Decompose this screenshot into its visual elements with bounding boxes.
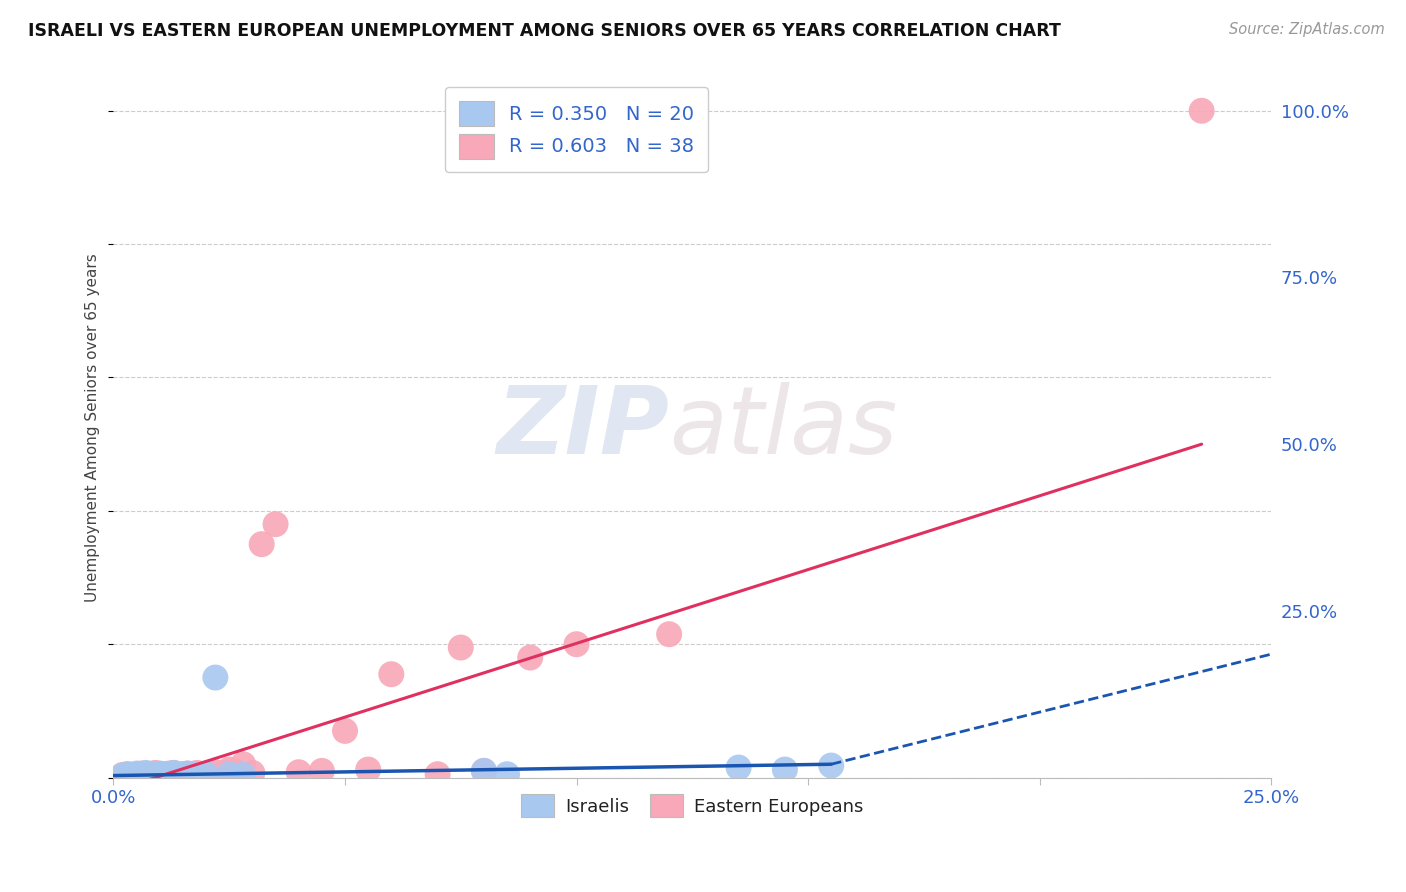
- Point: [658, 627, 681, 641]
- Point: [167, 768, 190, 782]
- Point: [820, 758, 842, 772]
- Point: [143, 768, 166, 782]
- Point: [135, 765, 157, 780]
- Text: ISRAELI VS EASTERN EUROPEAN UNEMPLOYMENT AMONG SENIORS OVER 65 YEARS CORRELATION: ISRAELI VS EASTERN EUROPEAN UNEMPLOYMENT…: [28, 22, 1062, 40]
- Text: ZIP: ZIP: [496, 382, 669, 474]
- Text: Source: ZipAtlas.com: Source: ZipAtlas.com: [1229, 22, 1385, 37]
- Point: [426, 767, 449, 781]
- Text: atlas: atlas: [669, 382, 897, 473]
- Point: [181, 768, 204, 782]
- Point: [143, 765, 166, 780]
- Point: [190, 768, 212, 782]
- Point: [264, 517, 287, 532]
- Point: [195, 766, 218, 780]
- Point: [472, 764, 495, 778]
- Point: [139, 768, 162, 782]
- Point: [135, 767, 157, 781]
- Y-axis label: Unemployment Among Seniors over 65 years: Unemployment Among Seniors over 65 years: [86, 253, 100, 602]
- Point: [204, 671, 226, 685]
- Point: [125, 768, 148, 782]
- Point: [129, 766, 152, 780]
- Point: [357, 763, 380, 777]
- Point: [111, 768, 134, 782]
- Point: [242, 765, 264, 780]
- Point: [157, 768, 180, 782]
- Point: [117, 767, 139, 781]
- Point: [204, 765, 226, 780]
- Point: [250, 537, 273, 551]
- Point: [153, 767, 176, 781]
- Point: [176, 766, 198, 780]
- Point: [311, 764, 333, 778]
- Point: [214, 765, 236, 780]
- Point: [380, 667, 402, 681]
- Point: [111, 768, 134, 782]
- Point: [472, 764, 495, 778]
- Point: [167, 768, 190, 782]
- Point: [1191, 103, 1213, 118]
- Point: [181, 768, 204, 782]
- Point: [232, 757, 254, 772]
- Point: [176, 766, 198, 780]
- Point: [125, 766, 148, 780]
- Point: [149, 767, 172, 781]
- Point: [287, 765, 309, 780]
- Point: [121, 768, 143, 782]
- Point: [565, 637, 588, 651]
- Point: [139, 767, 162, 781]
- Point: [149, 766, 172, 780]
- Point: [727, 760, 749, 774]
- Point: [163, 765, 186, 780]
- Point: [218, 767, 240, 781]
- Point: [195, 767, 218, 781]
- Point: [519, 650, 541, 665]
- Point: [450, 640, 472, 655]
- Point: [218, 763, 240, 777]
- Point: [186, 768, 208, 782]
- Point: [129, 768, 152, 782]
- Point: [222, 764, 245, 778]
- Point: [333, 723, 356, 738]
- Point: [232, 768, 254, 782]
- Point: [172, 767, 194, 781]
- Point: [163, 765, 186, 780]
- Point: [186, 765, 208, 780]
- Point: [153, 768, 176, 782]
- Point: [773, 763, 796, 777]
- Legend: Israelis, Eastern Europeans: Israelis, Eastern Europeans: [515, 787, 870, 824]
- Point: [157, 766, 180, 780]
- Point: [117, 767, 139, 781]
- Point: [496, 767, 519, 781]
- Point: [172, 767, 194, 781]
